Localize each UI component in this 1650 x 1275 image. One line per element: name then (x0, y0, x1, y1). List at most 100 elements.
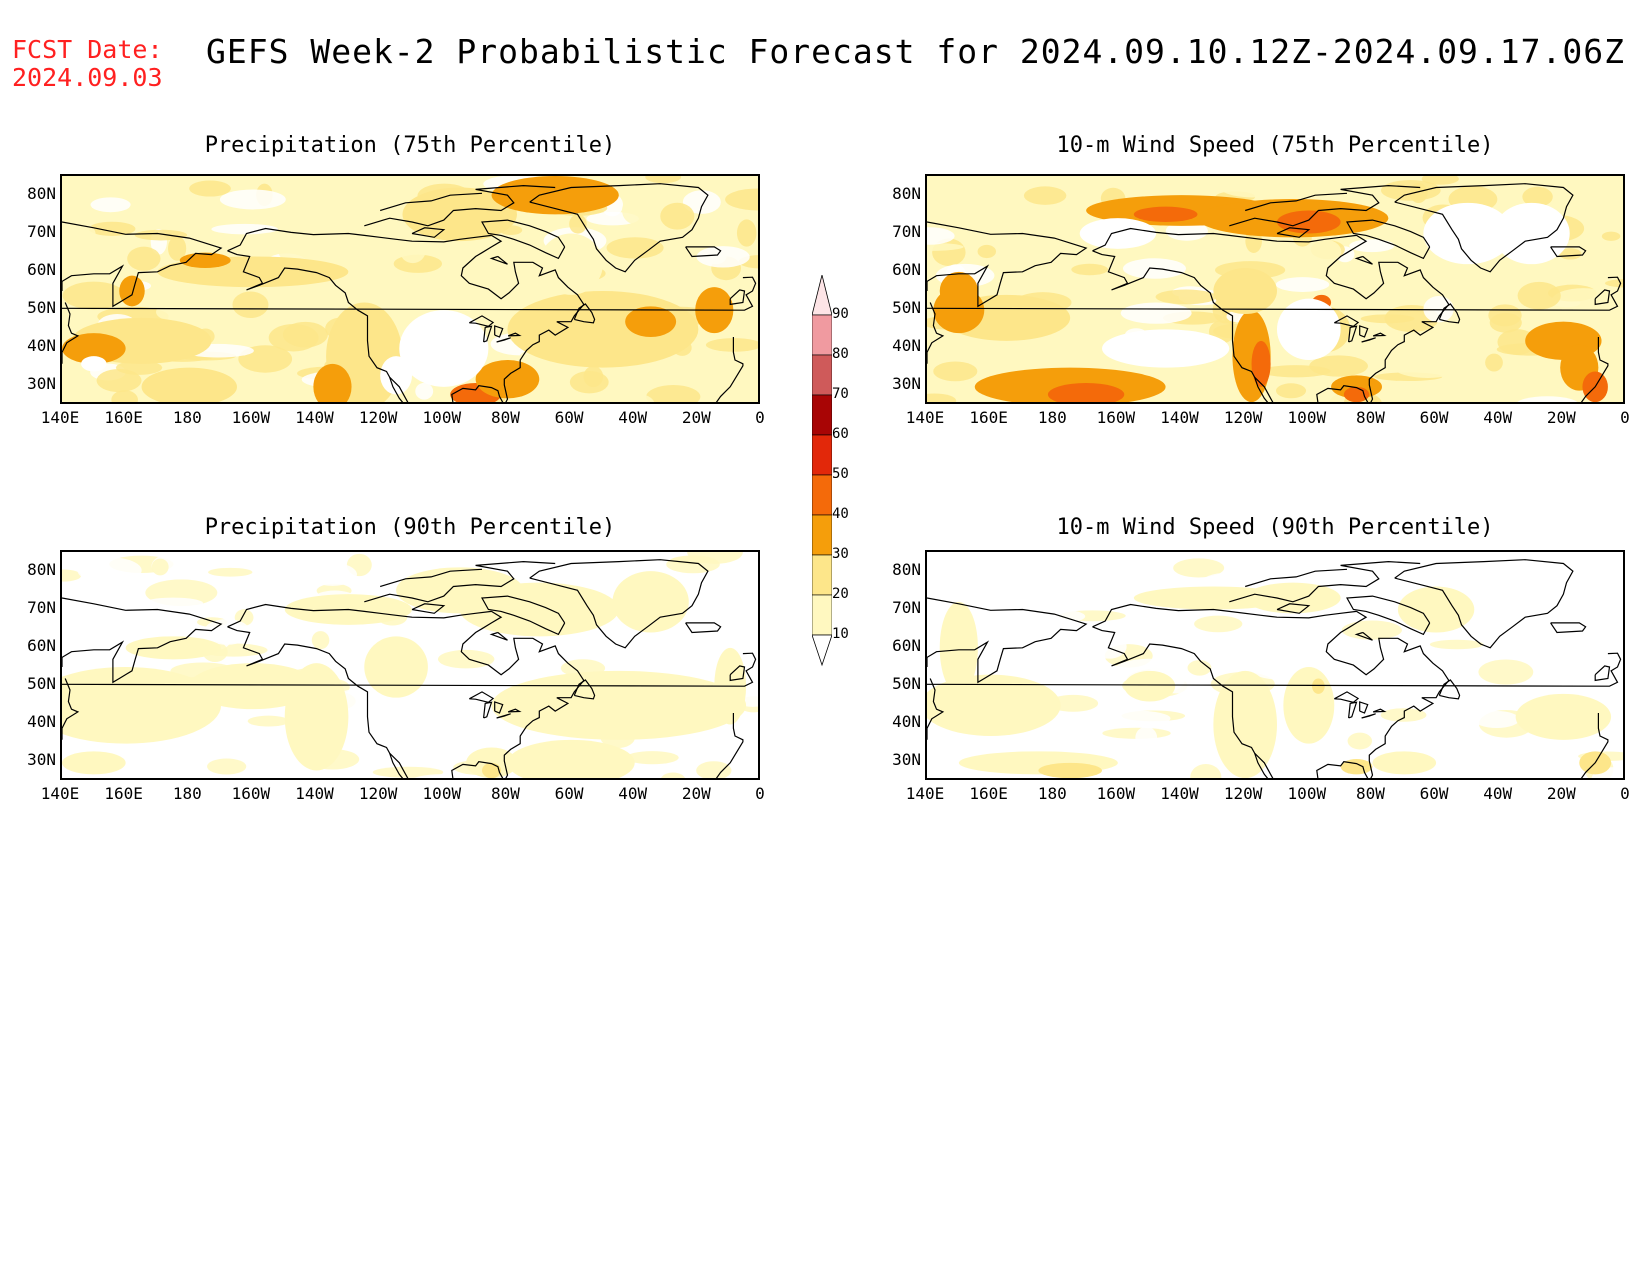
map-wind75 (925, 174, 1625, 404)
shading-cell (1558, 248, 1582, 260)
probability-region (1047, 383, 1125, 402)
shading-cell (219, 189, 286, 210)
shading-cell (1601, 231, 1621, 241)
panel-title-wind75: 10-m Wind Speed (75th Percentile) (1056, 133, 1494, 158)
coastline (1372, 708, 1387, 713)
coastline (1359, 325, 1369, 338)
shading-cell (282, 321, 328, 348)
lon-tick-label: 20W (681, 408, 711, 427)
shading-cell (1522, 186, 1553, 207)
coastline (62, 597, 223, 684)
coastline (62, 652, 757, 687)
shading-cell (238, 383, 283, 402)
colorbar-bottom-tip (811, 634, 833, 667)
colorbar-level-label: 10 (832, 626, 849, 642)
shading-cell (988, 565, 1059, 588)
coastline (1346, 595, 1431, 636)
colorbar-graphic (811, 274, 833, 667)
shading-cell (729, 563, 758, 574)
lon-tick-label: 140W (295, 784, 334, 803)
lon-tick-label: 60W (1419, 784, 1449, 803)
coastline (451, 610, 585, 778)
shading-cell (1604, 279, 1623, 288)
shading-cell (168, 236, 187, 261)
coastline (715, 337, 744, 402)
lon-tick-label: 40W (618, 784, 648, 803)
coastline (573, 679, 596, 700)
probability-region (399, 310, 489, 387)
coastline (364, 184, 556, 227)
coastline (494, 701, 504, 714)
shading-cell (611, 558, 674, 573)
shading-cell (1159, 372, 1215, 389)
shading-cell (1099, 710, 1171, 727)
shading-cell (725, 188, 758, 211)
shading-cell (696, 246, 750, 268)
coastline (1394, 559, 1574, 649)
shading-cell (1473, 711, 1520, 729)
shading-cell (1023, 186, 1067, 205)
shading-cell (368, 287, 429, 298)
shading-cell (1380, 708, 1427, 722)
shading-cell (1299, 238, 1342, 265)
shading-cell (156, 303, 186, 321)
coastline (1245, 568, 1348, 588)
lon-tick-label: 120W (1223, 784, 1263, 803)
colorbar (811, 274, 833, 689)
probability-region (1277, 298, 1341, 360)
coastline (1276, 227, 1311, 238)
shading-cell (415, 382, 434, 400)
shading-cell (1591, 767, 1623, 778)
probability-region (62, 667, 222, 744)
shading-cell (151, 558, 169, 576)
shading-cell (998, 589, 1062, 608)
colorbar-segment (811, 594, 833, 636)
shading-cell (1187, 660, 1212, 676)
shading-cell (1159, 769, 1198, 778)
probability-region (1340, 759, 1373, 775)
lon-tick-label: 180 (1037, 784, 1067, 803)
probability-region (396, 567, 524, 614)
probability-region (1079, 218, 1157, 249)
coastline (62, 276, 757, 311)
shading-cell (1253, 663, 1304, 680)
shading-cell (1574, 653, 1623, 679)
colorbar-level-label: 20 (832, 586, 849, 602)
lat-tick-label: 60N (27, 636, 56, 655)
shading-cell (1218, 176, 1286, 198)
coastline (1580, 713, 1609, 778)
shading-cell (1357, 552, 1419, 570)
lon-tick-label: 100W (1287, 784, 1327, 803)
coastline (1354, 631, 1373, 641)
probability-region (1493, 202, 1570, 265)
lon-tick-label: 80W (491, 408, 520, 427)
lon-tick-label: 160W (231, 408, 271, 427)
map-canvas (62, 176, 758, 402)
shading-cell (736, 219, 757, 247)
coastline (496, 337, 511, 343)
probability-region (1213, 670, 1277, 778)
shading-cell (70, 638, 109, 651)
coastline (729, 665, 746, 682)
shading-cell (1120, 302, 1192, 324)
colorbar-segment (811, 354, 833, 396)
panel-title-wind90: 10-m Wind Speed (90th Percentile) (1056, 515, 1494, 540)
shading-cell (1600, 676, 1619, 698)
shading-cell (311, 631, 330, 650)
shading-cell (606, 237, 664, 259)
shading-cell (399, 236, 426, 264)
shading-cell (1135, 726, 1158, 749)
shading-cell (1173, 558, 1225, 578)
shading-cell (1048, 694, 1099, 712)
shading-cell (1604, 337, 1623, 360)
lat-tick-label: 40N (892, 336, 921, 355)
colorbar-level-label: 50 (832, 466, 849, 482)
shading-cell (372, 766, 444, 778)
coastline (685, 246, 722, 258)
probability-region (1102, 329, 1230, 368)
lon-tick-label: 140W (1160, 408, 1199, 427)
lon-tick-label: 140W (1160, 784, 1199, 803)
shading-cell (977, 244, 997, 259)
probability-region (491, 670, 747, 740)
coastline (1394, 183, 1574, 273)
